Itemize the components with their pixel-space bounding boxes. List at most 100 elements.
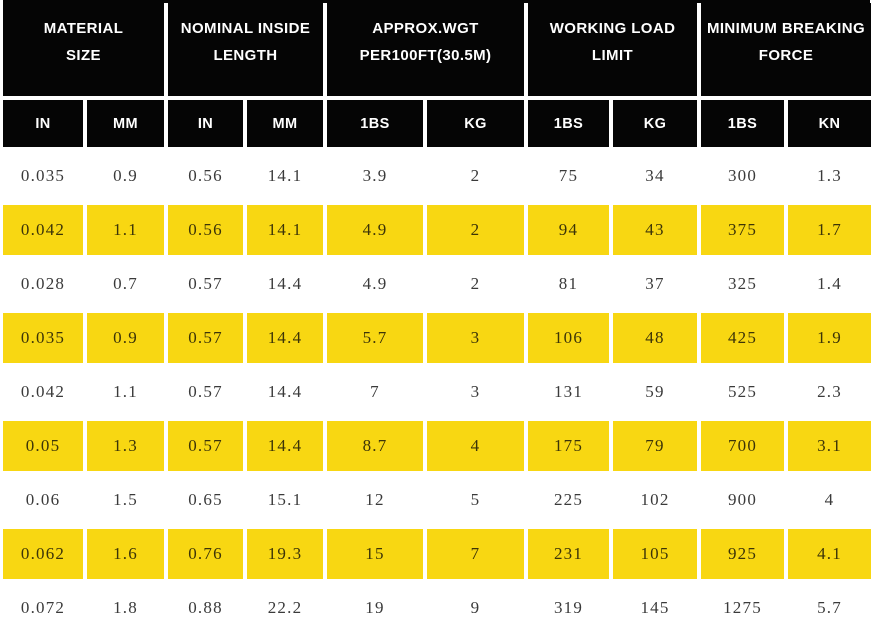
table-cell: 0.56 xyxy=(168,205,243,255)
table-cell: 1.5 xyxy=(113,490,138,509)
group-header-line2: FORCE xyxy=(758,46,814,64)
column-group-header: WORKING LOAD LIMIT xyxy=(528,3,697,96)
table-cell: 81 xyxy=(558,274,579,293)
table-cell: 7 xyxy=(427,529,524,579)
column-subheader: MM xyxy=(247,100,323,147)
table-cell: 0.65 xyxy=(188,490,223,509)
table-cell: 8.7 xyxy=(327,421,423,471)
column-subheader: KN xyxy=(788,100,871,147)
column-subheader: 1BS xyxy=(528,100,609,147)
table-cell: 0.56 xyxy=(188,166,223,185)
table-cell: 425 xyxy=(701,313,784,363)
group-header-line1: APPROX.WGT xyxy=(372,20,479,38)
table-cell: 15.1 xyxy=(267,490,303,509)
table-cell: 375 xyxy=(701,205,784,255)
table-cell: 2 xyxy=(470,274,481,293)
group-header-line2: SIZE xyxy=(66,46,101,64)
table-cell: 1275 xyxy=(723,598,762,617)
group-header-line2: LENGTH xyxy=(213,46,278,64)
table-cell: 9 xyxy=(470,598,481,617)
table-cell: 22.2 xyxy=(267,598,303,617)
table-cell: 79 xyxy=(613,421,697,471)
table-cell: 12 xyxy=(365,490,385,509)
table-cell: 0.57 xyxy=(188,382,223,401)
table-cell: 14.4 xyxy=(247,313,323,363)
table-cell: 900 xyxy=(727,490,758,509)
table-cell: 700 xyxy=(701,421,784,471)
table-cell: 1.1 xyxy=(113,382,138,401)
table-cell: 131 xyxy=(553,382,584,401)
column-subheader: 1BS xyxy=(701,100,784,147)
table-cell: 1.8 xyxy=(113,598,138,617)
table-cell: 1.3 xyxy=(87,421,164,471)
table-cell: 0.05 xyxy=(3,421,83,471)
table-cell: 1.4 xyxy=(817,274,842,293)
table-cell: 225 xyxy=(553,490,584,509)
table-cell: 1.6 xyxy=(87,529,164,579)
table-cell: 19.3 xyxy=(247,529,323,579)
table-cell: 0.76 xyxy=(168,529,243,579)
table-cell: 14.4 xyxy=(267,274,303,293)
table-cell: 0.57 xyxy=(168,421,243,471)
table-cell: 0.9 xyxy=(113,166,138,185)
table-cell: 1.1 xyxy=(87,205,164,255)
group-header-line1: NOMINAL INSIDE xyxy=(180,20,311,38)
table-cell: 0.028 xyxy=(20,274,66,293)
table-cell: 1.3 xyxy=(817,166,842,185)
column-subheader: IN xyxy=(3,100,83,147)
table-cell: 5.7 xyxy=(817,598,842,617)
table-cell: 4 xyxy=(824,490,835,509)
column-subheader: MM xyxy=(87,100,164,147)
table-cell: 0.042 xyxy=(3,205,83,255)
table-cell: 37 xyxy=(645,274,665,293)
table-cell: 0.57 xyxy=(188,274,223,293)
table-cell: 3 xyxy=(470,382,481,401)
table-cell: 15 xyxy=(327,529,423,579)
group-header-line1: MINIMUM BREAKING xyxy=(706,20,866,38)
table-cell: 4 xyxy=(427,421,524,471)
column-subheader: IN xyxy=(168,100,243,147)
table-cell: 105 xyxy=(613,529,697,579)
table-cell: 1.7 xyxy=(788,205,871,255)
group-header-line2: LIMIT xyxy=(591,46,634,64)
table-cell: 34 xyxy=(645,166,665,185)
table-cell: 0.035 xyxy=(20,166,66,185)
table-cell: 0.7 xyxy=(113,274,138,293)
table-cell: 325 xyxy=(727,274,758,293)
spec-grid: MATERIAL SIZE NOMINAL INSIDE LENGTH APPROX.W… xyxy=(0,3,873,633)
table-cell: 319 xyxy=(553,598,584,617)
table-cell: 0.072 xyxy=(20,598,66,617)
table-cell: 525 xyxy=(727,382,758,401)
table-cell: 0.57 xyxy=(168,313,243,363)
table-cell: 14.1 xyxy=(247,205,323,255)
table-cell: 3.9 xyxy=(362,166,388,185)
table-cell: 3.1 xyxy=(788,421,871,471)
column-group-header: NOMINAL INSIDE LENGTH xyxy=(168,3,323,96)
table-cell: 145 xyxy=(640,598,670,617)
table-cell: 2.3 xyxy=(817,382,842,401)
table-cell: 0.042 xyxy=(20,382,66,401)
table-cell: 231 xyxy=(528,529,609,579)
column-subheader: 1BS xyxy=(327,100,423,147)
table-cell: 5 xyxy=(470,490,481,509)
table-cell: 94 xyxy=(528,205,609,255)
table-cell: 0.88 xyxy=(188,598,223,617)
table-cell: 59 xyxy=(645,382,665,401)
table-cell: 1.9 xyxy=(788,313,871,363)
table-cell: 0.062 xyxy=(3,529,83,579)
table-cell: 48 xyxy=(613,313,697,363)
table-cell: 19 xyxy=(365,598,385,617)
table-cell: 102 xyxy=(640,490,670,509)
table-cell: 14.4 xyxy=(247,421,323,471)
table-cell: 7 xyxy=(370,382,380,401)
group-header-line1: MATERIAL xyxy=(43,20,124,38)
table-cell: 14.4 xyxy=(267,382,303,401)
group-header-line1: WORKING LOAD xyxy=(549,20,676,38)
table-cell: 175 xyxy=(528,421,609,471)
column-subheader: KG xyxy=(427,100,524,147)
table-cell: 3 xyxy=(427,313,524,363)
table-cell: 5.7 xyxy=(327,313,423,363)
table-cell: 4.9 xyxy=(362,274,388,293)
column-group-header: MATERIAL SIZE xyxy=(3,3,164,96)
